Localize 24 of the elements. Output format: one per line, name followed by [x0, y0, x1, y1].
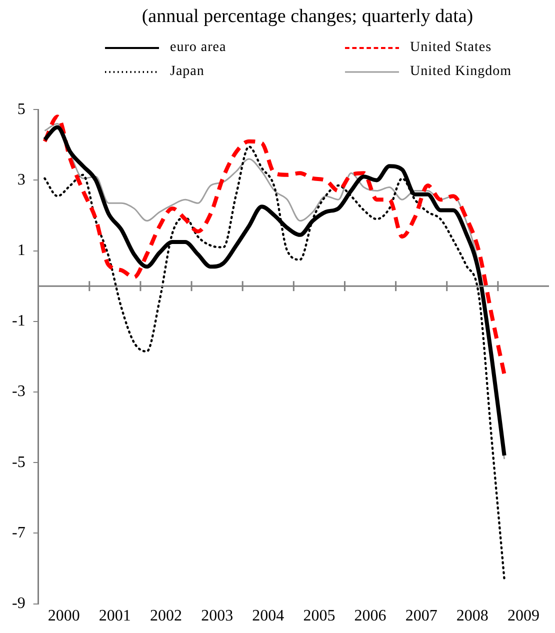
- y-tick-label: 3: [17, 171, 26, 188]
- y-tick-label: -9: [12, 595, 26, 612]
- x-tick-label: 2005: [303, 608, 336, 625]
- legend-label: euro area: [170, 40, 226, 56]
- x-tick-label: 2004: [252, 608, 284, 625]
- y-tick-label: 1: [17, 242, 26, 260]
- y-tick-label: -3: [12, 383, 26, 400]
- x-tick-label: 2007: [405, 608, 438, 625]
- legend-label: United Kingdom: [410, 64, 512, 80]
- y-tick-label: -7: [12, 524, 26, 542]
- x-tick-label: 2009: [507, 608, 540, 625]
- legend-label: Japan: [170, 64, 204, 80]
- line-series: [42, 114, 506, 376]
- chart-title: (annual percentage changes; quarterly data): [140, 6, 474, 28]
- x-tick-label: 2000: [48, 608, 80, 625]
- x-tick-label: 2003: [201, 608, 234, 625]
- x-tick-label: 2006: [354, 608, 386, 625]
- x-tick-label: 2002: [150, 608, 182, 625]
- legend-label: United States: [410, 40, 492, 56]
- y-tick-label: -1: [12, 312, 26, 330]
- y-tick-label: 5: [17, 100, 26, 118]
- y-tick-label: -5: [12, 454, 26, 471]
- x-tick-label: 2008: [456, 608, 488, 625]
- x-tick-label: 2001: [98, 608, 131, 625]
